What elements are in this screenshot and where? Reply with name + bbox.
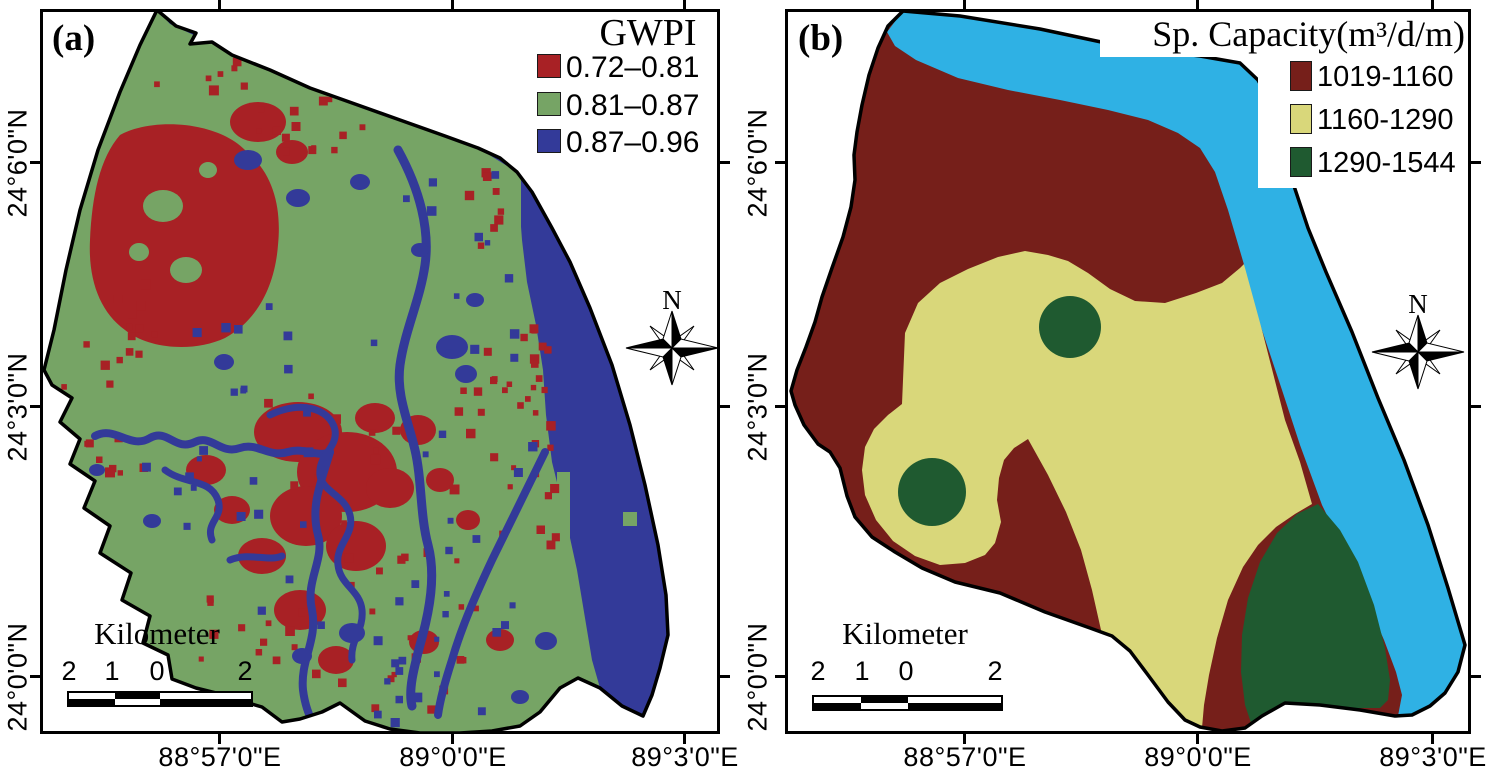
ylabel-a-1: 24°6'0"N — [2, 108, 33, 218]
tick-a-top-3 — [683, 0, 686, 10]
panel-b-frame — [785, 9, 1471, 734]
tick-a-left-3 — [30, 675, 40, 678]
tick-b-right-2 — [1471, 405, 1481, 408]
panel-a-boundary-outline — [42, 9, 670, 734]
tick-b-left-1 — [775, 161, 785, 164]
scalebar-b-num-1: 1 — [854, 656, 870, 686]
legend-a-item-3: 0.87–0.96 — [566, 126, 700, 159]
panel-a-map — [42, 9, 670, 734]
ylabel-a-3: 24°0'0"N — [2, 622, 33, 732]
north-label-a: N — [662, 285, 682, 315]
legend-b-swatch-1 — [1290, 61, 1312, 91]
scalebar-b-num-0: 0 — [898, 656, 914, 686]
tick-b-top-2 — [1196, 0, 1199, 10]
legend-b-item-1: 1019-1160 — [1317, 61, 1454, 93]
tick-a-bottom-2 — [451, 734, 454, 744]
panel-b-label: (b) — [798, 18, 844, 59]
tick-a-bottom-3 — [683, 734, 686, 744]
tick-a-left-2 — [30, 405, 40, 408]
ylabel-b-3: 24°0'0"N — [742, 622, 773, 732]
legend-a-swatch-3 — [537, 129, 561, 153]
scalebar-b-num-2l: 2 — [810, 656, 826, 686]
legend-b-item-3: 1290-1544 — [1317, 147, 1456, 179]
panel-a-map-classes — [44, 10, 668, 733]
xlabel-a-2: 89°0'0"E — [399, 742, 507, 772]
ylabel-a-2: 24°3'0"N — [2, 352, 33, 462]
scalebar-a-num-2l: 2 — [61, 656, 77, 686]
tick-b-top-3 — [1431, 0, 1434, 10]
scalebar-a — [67, 691, 253, 707]
tick-a-right-2 — [720, 405, 730, 408]
tick-a-right-3 — [720, 675, 730, 678]
scalebar-a-num-0: 0 — [149, 656, 165, 686]
panel-b-map — [789, 9, 1467, 733]
legend-b-item-2: 1160-1290 — [1317, 104, 1454, 136]
scalebar-a-title: Kilometer — [94, 616, 220, 651]
tick-b-right-3 — [1471, 675, 1481, 678]
tick-a-top-1 — [218, 0, 221, 10]
ylabel-b-2: 24°3'0"N — [742, 352, 773, 462]
tick-b-right-1 — [1471, 161, 1481, 164]
xlabel-b-3: 89°3'0"E — [1379, 742, 1487, 772]
tick-b-left-2 — [775, 405, 785, 408]
panel-a-label: (a) — [52, 18, 96, 59]
legend-a-item-2: 0.81–0.87 — [566, 89, 700, 122]
scalebar-b-title: Kilometer — [842, 616, 968, 651]
legend-b-swatch-2 — [1290, 104, 1312, 134]
xlabel-b-2: 89°0'0"E — [1144, 742, 1252, 772]
tick-a-top-2 — [451, 0, 454, 10]
ylabel-b-1: 24°6'0"N — [742, 108, 773, 218]
tick-b-bottom-2 — [1196, 734, 1199, 744]
tick-b-left-3 — [775, 675, 785, 678]
scalebar-b-num-2r: 2 — [987, 656, 1003, 686]
legend-b-swatch-3 — [1290, 147, 1312, 177]
north-arrow-b: N — [1371, 289, 1465, 390]
tick-a-right-1 — [720, 161, 730, 164]
xlabel-a-3: 89°3'0"E — [631, 742, 739, 772]
legend-a-item-1: 0.72–0.81 — [566, 51, 700, 84]
legend-b-title-backing — [1100, 12, 1468, 57]
legend-a-title: GWPI — [599, 12, 697, 54]
panel-b-boundary-outline — [789, 9, 1467, 733]
panel-a-frame — [40, 9, 720, 734]
tick-a-left-1 — [30, 161, 40, 164]
tick-a-bottom-1 — [218, 734, 221, 744]
legend-a-swatch-2 — [537, 92, 561, 116]
legend-b-title: Sp. Capacity(m³/d/m) — [1152, 14, 1465, 54]
north-label-b: N — [1408, 289, 1428, 319]
tick-b-top-1 — [963, 0, 966, 10]
tick-b-bottom-1 — [963, 734, 966, 744]
xlabel-a-1: 88°57'0"E — [158, 742, 282, 772]
tick-b-bottom-3 — [1431, 734, 1434, 744]
scalebar-b — [812, 695, 1003, 711]
north-arrow-a: N — [625, 285, 719, 386]
scalebar-a-num-1: 1 — [104, 656, 120, 686]
xlabel-b-1: 88°57'0"E — [903, 742, 1027, 772]
scalebar-a-num-2r: 2 — [237, 656, 253, 686]
legend-a-swatch-1 — [537, 54, 561, 78]
